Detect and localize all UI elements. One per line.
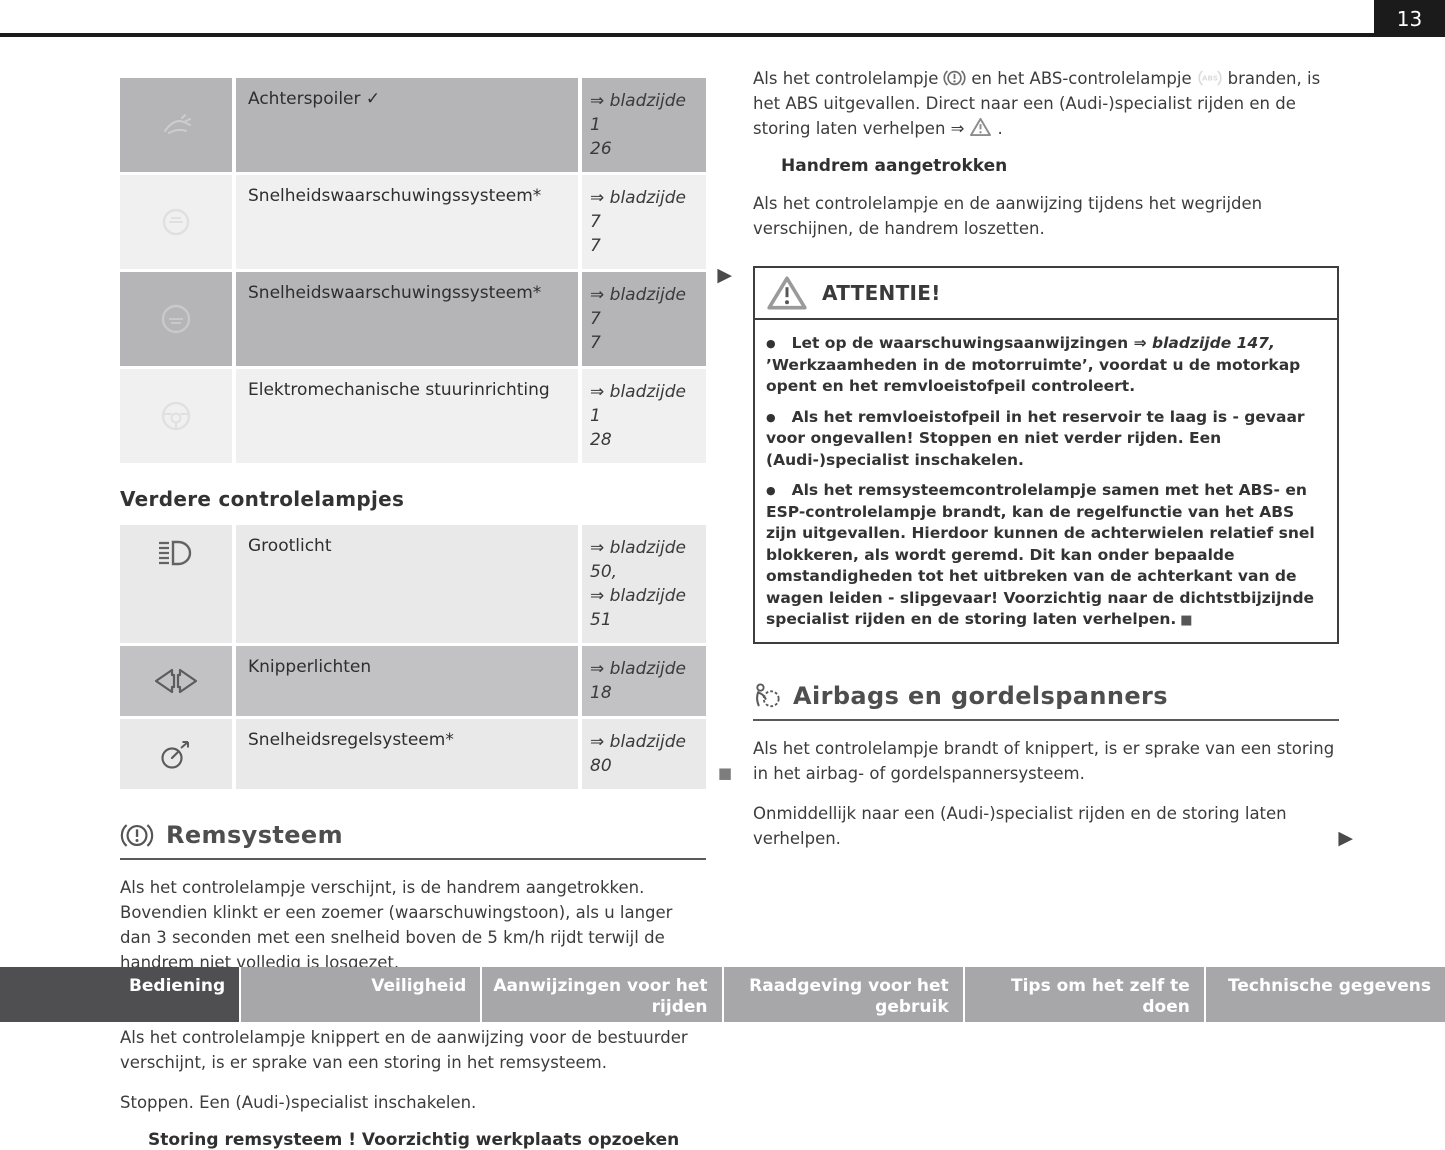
paragraph: Als het controlelampje brandt of knipper… <box>753 738 1335 783</box>
airbag-section-title: Airbags en gordelspanners <box>753 682 1339 721</box>
page-reference: ⇒ bladzijde 50, ⇒ bladzijde 51 <box>582 525 706 643</box>
attention-header: ATTENTIE! <box>755 268 1337 320</box>
continuation-arrow-icon: ▶ <box>1338 826 1353 849</box>
continuation-arrow-icon: ▶ <box>717 264 732 286</box>
indicator-label: Elektromechanische stuurinrichting <box>236 369 578 463</box>
table-row: Elektromechanische stuurinrichting ⇒ bla… <box>120 369 706 463</box>
paragraph-text: branden, is het ABS uitgevallen. Direct … <box>753 69 1321 138</box>
end-marker-icon: ■ <box>1180 613 1193 628</box>
brake-warning-icon <box>943 69 966 87</box>
paragraph-wrap: Onmiddellijk naar een (Audi-)specialist … <box>753 801 1353 851</box>
speed-warning-indicator-icon <box>120 175 232 269</box>
attention-body: Let op de waarschuwingsaanwijzingen ⇒ bl… <box>755 320 1337 642</box>
indicator-label: Snelheidswaarschuwingssysteem* <box>236 272 578 366</box>
bullet-page-reference: bladzijde 147, <box>1152 334 1275 352</box>
paragraph-text: Onmiddellijk naar een (Audi-)specialist … <box>753 803 1287 848</box>
abs-indicator-icon: ABS <box>1197 69 1223 87</box>
page-reference: ⇒ bladzijde 80 <box>582 719 706 789</box>
indicator-label: Achterspoiler ✓ <box>236 78 578 172</box>
paragraph-text: . <box>997 119 1003 138</box>
airbag-icon <box>753 682 781 709</box>
page-reference: ⇒ bladzijde 1 26 <box>582 78 706 172</box>
display-message-subhead: Storing remsysteem ! Voorzichtig werkpla… <box>148 1130 680 1150</box>
table-row: Achterspoiler ✓ ⇒ bladzijde 1 26 <box>120 78 706 172</box>
chapter-nav-bar: Bediening Veiligheid Aanwijzingen voor h… <box>0 967 1445 1022</box>
nav-tab-tips[interactable]: Tips om het zelf te doen <box>964 967 1204 1022</box>
paragraph: Stoppen. Een (Audi-)specialist inschakel… <box>120 1093 477 1112</box>
attention-title: ATTENTIE! <box>822 281 941 305</box>
nav-tab-veiligheid[interactable]: Veiligheid <box>241 967 481 1022</box>
rear-spoiler-indicator-icon <box>120 78 232 172</box>
brake-warning-icon <box>120 822 154 849</box>
warning-triangle-icon <box>969 117 992 137</box>
table-row: Snelheidswaarschuwingssysteem* ⇒ bladzij… <box>120 272 706 366</box>
page-number: 13 <box>1374 0 1445 37</box>
nav-tab-aanwijzingen[interactable]: Aanwijzingen voor het rijden <box>482 967 722 1022</box>
display-message-subhead: Handrem aangetrokken <box>781 156 1008 176</box>
nav-tab-raadgeving[interactable]: Raadgeving voor het gebruik <box>723 967 963 1022</box>
indicator-label: Knipperlichten <box>236 646 578 716</box>
page-reference: ⇒ bladzijde 7 7 <box>582 175 706 269</box>
attention-box: ATTENTIE! Let op de waarschuwingsaanwijz… <box>753 266 1339 644</box>
bullet-text: ’Werkzaamheden in de motorruimte’, voord… <box>766 355 1301 396</box>
cruise-control-indicator-icon <box>120 719 232 789</box>
brake-section-title: Remsysteem <box>120 821 706 860</box>
attention-bullet: Als het remvloeistofpeil in het reservoi… <box>766 407 1326 472</box>
table-row: Snelheidswaarschuwingssysteem* ⇒ bladzij… <box>120 175 706 269</box>
table-row: Knipperlichten ⇒ bladzijde 18 <box>120 646 706 716</box>
paragraph-text: en het ABS-controlelampje <box>971 69 1192 88</box>
bullet-text: Let op de waarschuwingsaanwijzingen ⇒ <box>791 334 1152 352</box>
page-reference: ⇒ bladzijde 18 <box>582 646 706 716</box>
attention-bullet: Als het remsysteemcontrolelampje samen m… <box>766 480 1326 632</box>
more-indicators-table: Grootlicht ⇒ bladzijde 50, ⇒ bladzijde 5… <box>120 525 732 789</box>
indicator-label: Snelheidsregelsysteem* <box>236 719 578 789</box>
bullet-text: Als het remvloeistofpeil in het reservoi… <box>766 407 1305 469</box>
more-indicators-heading: Verdere controlelampjes <box>120 487 405 511</box>
page-reference: ⇒ bladzijde 1 28 <box>582 369 706 463</box>
turn-signal-indicator-icon <box>120 646 232 716</box>
top-rule <box>0 33 1374 37</box>
paragraph: Als het controlelampje knippert en de aa… <box>120 1028 688 1072</box>
end-marker-icon: ■ <box>717 764 732 782</box>
paragraph: Als het controlelampje en de aanwijzing … <box>753 194 1263 238</box>
section-title-text: Airbags en gordelspanners <box>793 681 1168 710</box>
section-title-text: Remsysteem <box>166 821 344 849</box>
attention-bullet: Let op de waarschuwingsaanwijzingen ⇒ bl… <box>766 333 1326 398</box>
high-beam-indicator-icon <box>120 525 232 643</box>
page-reference: ⇒ bladzijde 7 7 <box>582 272 706 366</box>
right-column: Als het controlelampje en het ABS-control… <box>753 66 1353 851</box>
paragraph: Als het controlelampje verschijnt, is de… <box>120 878 673 972</box>
abs-paragraph: Als het controlelampje en het ABS-control… <box>753 66 1339 141</box>
indicator-table: Achterspoiler ✓ ⇒ bladzijde 1 26 Snelhei… <box>120 78 732 463</box>
table-row: Snelheidsregelsysteem* ⇒ bladzijde 80 <box>120 719 706 789</box>
bullet-text: Als het remsysteemcontrolelampje samen m… <box>766 481 1315 628</box>
indicator-label: Snelheidswaarschuwingssysteem* <box>236 175 578 269</box>
paragraph-text: Als het controlelampje <box>753 69 939 88</box>
table-row: Grootlicht ⇒ bladzijde 50, ⇒ bladzijde 5… <box>120 525 706 643</box>
speed-warning-indicator-icon <box>120 272 232 366</box>
nav-tab-technisch[interactable]: Technische gegevens <box>1205 967 1445 1022</box>
steering-indicator-icon <box>120 369 232 463</box>
indicator-label: Grootlicht <box>236 525 578 643</box>
nav-tab-bediening[interactable]: Bediening <box>0 967 240 1022</box>
svg-text:ABS: ABS <box>1202 74 1218 83</box>
warning-triangle-icon <box>766 275 808 311</box>
